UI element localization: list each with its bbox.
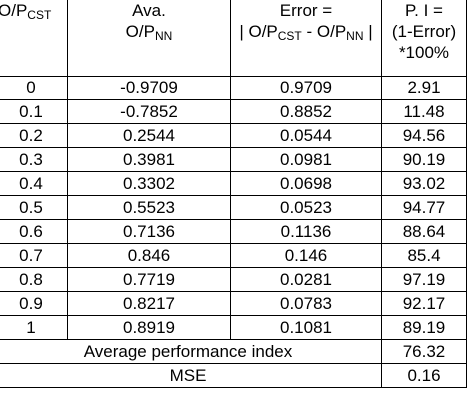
header-pi: P. I = (1-Error) *100% <box>381 0 467 77</box>
table-row: 0.4 0.3302 0.0698 93.02 <box>0 171 467 196</box>
cell-op-cst: 0.1 <box>0 99 68 124</box>
table-row: 0.9 0.8217 0.0783 92.17 <box>0 291 467 316</box>
cell-ava-op-nn: 0.7136 <box>67 219 231 244</box>
cell-pi: 11.48 <box>381 99 467 124</box>
table-row: 0.6 0.7136 0.1136 88.64 <box>0 219 467 244</box>
cell-op-cst: 0 <box>0 76 68 100</box>
cell-op-cst: 0.3 <box>0 147 68 172</box>
cell-op-cst: 1 <box>0 315 68 340</box>
header-pi-line1: P. I = <box>405 1 443 20</box>
performance-table: O/PCST Ava. O/PNN Error = | O/PCST - O/P… <box>0 0 467 388</box>
header-error: Error = | O/PCST - O/PNN | <box>230 0 382 77</box>
header-row: O/PCST Ava. O/PNN Error = | O/PCST - O/P… <box>0 0 467 77</box>
cell-ava-op-nn: 0.8919 <box>67 315 231 340</box>
header-ava-label: Ava. <box>132 1 166 20</box>
cell-error: 0.8852 <box>230 99 382 124</box>
cell-pi: 89.19 <box>381 315 467 340</box>
header-error-part3: | <box>363 22 373 41</box>
cell-ava-op-nn: -0.9709 <box>67 76 231 100</box>
cell-pi: 94.77 <box>381 195 467 220</box>
cell-op-cst: 0.2 <box>0 123 68 148</box>
header-error-sub1: CST <box>277 29 302 43</box>
header-pi-line2: (1-Error) <box>391 22 457 41</box>
cell-error: 0.0783 <box>230 291 382 316</box>
header-op-cst-sub: CST <box>27 8 52 22</box>
cell-error: 0.0281 <box>230 267 382 292</box>
summary-row-mse: MSE 0.16 <box>0 363 467 388</box>
cell-error: 0.1136 <box>230 219 382 244</box>
cell-pi: 92.17 <box>381 291 467 316</box>
header-ava-op-sub: NN <box>154 29 173 43</box>
summary-label-mse: MSE <box>0 363 382 388</box>
table-body: 0 -0.9709 0.9709 2.91 0.1 -0.7852 0.8852… <box>0 76 467 388</box>
cell-error: 0.9709 <box>230 76 382 100</box>
cell-ava-op-nn: 0.8217 <box>67 291 231 316</box>
cell-pi: 94.56 <box>381 123 467 148</box>
table-row: 0.7 0.846 0.146 85.4 <box>0 243 467 268</box>
table-row: 0 -0.9709 0.9709 2.91 <box>0 76 467 100</box>
table-row: 0.3 0.3981 0.0981 90.19 <box>0 147 467 172</box>
cell-error: 0.0698 <box>230 171 382 196</box>
header-error-part1: | O/P <box>239 22 278 41</box>
cell-op-cst: 0.4 <box>0 171 68 196</box>
results-table-container: O/PCST Ava. O/PNN Error = | O/PCST - O/P… <box>0 0 467 388</box>
cell-ava-op-nn: 0.5523 <box>67 195 231 220</box>
cell-op-cst: 0.7 <box>0 243 68 268</box>
table-row: 0.5 0.5523 0.0523 94.77 <box>0 195 467 220</box>
header-error-label: Error = <box>279 1 333 20</box>
cell-pi: 90.19 <box>381 147 467 172</box>
cell-ava-op-nn: 0.3302 <box>67 171 231 196</box>
cell-op-cst: 0.5 <box>0 195 68 220</box>
cell-ava-op-nn: 0.846 <box>67 243 231 268</box>
header-ava-op-nn: Ava. O/PNN <box>67 0 231 77</box>
cell-pi: 97.19 <box>381 267 467 292</box>
cell-error: 0.0981 <box>230 147 382 172</box>
summary-value-mse: 0.16 <box>381 363 467 388</box>
header-op-cst-main: O/P <box>0 1 28 20</box>
cell-pi: 93.02 <box>381 171 467 196</box>
table-row: 1 0.8919 0.1081 89.19 <box>0 315 467 340</box>
header-op-cst: O/PCST <box>0 0 68 77</box>
cell-pi: 85.4 <box>381 243 467 268</box>
cell-error: 0.0523 <box>230 195 382 220</box>
header-pi-line3: *100% <box>398 43 450 62</box>
cell-ava-op-nn: -0.7852 <box>67 99 231 124</box>
summary-label-average: Average performance index <box>0 339 382 364</box>
cell-op-cst: 0.6 <box>0 219 68 244</box>
cell-error: 0.0544 <box>230 123 382 148</box>
cell-op-cst: 0.8 <box>0 267 68 292</box>
cell-error: 0.1081 <box>230 315 382 340</box>
cell-ava-op-nn: 0.2544 <box>67 123 231 148</box>
header-error-part2: - O/P <box>301 22 347 41</box>
table-row: 0.2 0.2544 0.0544 94.56 <box>0 123 467 148</box>
table-row: 0.8 0.7719 0.0281 97.19 <box>0 267 467 292</box>
summary-row-average: Average performance index 76.32 <box>0 339 467 364</box>
header-error-sub2: NN <box>346 29 364 43</box>
cell-op-cst: 0.9 <box>0 291 68 316</box>
table-row: 0.1 -0.7852 0.8852 11.48 <box>0 99 467 124</box>
cell-pi: 88.64 <box>381 219 467 244</box>
table-header: O/PCST Ava. O/PNN Error = | O/PCST - O/P… <box>0 0 467 77</box>
cell-pi: 2.91 <box>381 76 467 100</box>
cell-ava-op-nn: 0.7719 <box>67 267 231 292</box>
header-ava-op-main: O/P <box>125 22 155 41</box>
summary-value-average: 76.32 <box>381 339 467 364</box>
cell-error: 0.146 <box>230 243 382 268</box>
cell-ava-op-nn: 0.3981 <box>67 147 231 172</box>
